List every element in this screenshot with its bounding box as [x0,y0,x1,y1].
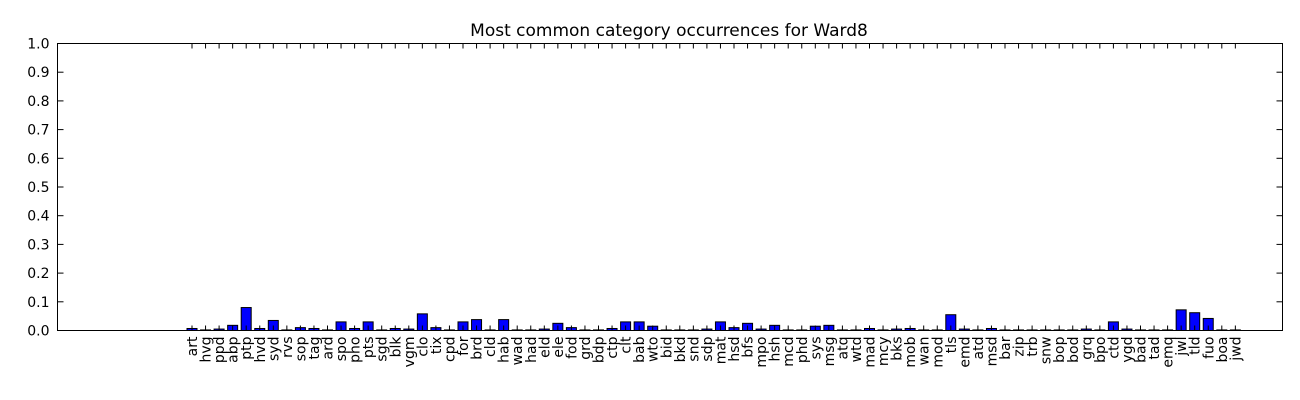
x-tick-label-zip: zip [1012,336,1028,356]
x-tick-label-bod: bod [1066,337,1082,363]
x-tick-label-ctp: ctp [605,336,621,358]
x-tick-label-rvs: rvs [280,337,296,358]
x-tick-label-brd: brd [470,337,486,360]
x-tick-label-cpd: cpd [442,337,458,362]
x-tick-label-boa: boa [1215,337,1231,363]
x-tick-label-grd: grd [578,337,594,360]
x-tick-label-fod: fod [564,337,580,359]
x-tick-label-jwl: jwl [1174,337,1190,357]
x-tick-label-syd: syd [266,337,282,361]
x-tick-label-had: had [524,337,540,363]
x-tick-label-pho: pho [348,337,364,363]
x-tick-label-for: for [456,336,472,355]
x-tick-label-mob: mob [903,336,919,367]
y-tick-label: 1.0 [27,37,49,53]
x-tick-label-eld: eld [537,337,553,358]
x-tick-label-hsh: hsh [768,337,784,362]
y-tick-label: 0.5 [27,180,49,196]
x-tick-label-emq: emq [1161,337,1177,368]
x-tick-label-tix: tix [429,337,445,355]
x-tick-label-tld: tld [1188,337,1204,355]
x-tick-label-hsd: hsd [727,337,743,362]
plot-frame [57,43,1283,331]
x-tick-label-bpo: bpo [1093,337,1109,363]
x-tick-label-emd: emd [957,337,973,368]
x-tick-label-atq: atq [835,337,851,360]
x-tick-label-tls: tls [944,337,960,354]
x-tick-label-bks: bks [890,337,906,361]
x-tick-label-clt: clt [619,336,635,354]
y-tick-label: 0.6 [27,151,49,167]
x-tick-label-spo: spo [334,337,350,362]
x-tick-label-tag: tag [307,337,323,360]
x-tick-label-bkd: bkd [673,337,689,363]
y-tick-label: 0.2 [27,266,49,282]
x-tick-label-mat: mat [713,336,729,364]
x-tick-label-mad: mad [863,337,879,368]
x-tick-label-hab: hab [497,336,513,362]
x-tick-label-fuo: fuo [1201,337,1217,359]
y-tick-label: 0.8 [27,94,49,110]
x-tick-label-art: art [185,336,201,356]
x-tick-label-mcd: mcd [781,337,797,367]
x-tick-label-wto: wto [646,337,662,363]
x-tick-label-hvd: hvd [253,337,269,363]
x-tick-label-bid: bid [659,337,675,359]
x-tick-label-clo: clo [415,337,431,357]
y-tick-label: 0.4 [27,209,49,225]
x-tick-label-ele: ele [551,337,567,358]
x-tick-label-wad: wad [510,337,526,366]
x-tick-label-grq: grq [1079,337,1095,360]
y-tick-label: 0.1 [27,295,49,311]
x-tick-label-bfs: bfs [741,337,757,358]
y-tick-label: 0.9 [27,65,49,81]
x-tick-label-sdp: sdp [700,336,716,361]
x-tick-label-ctd: ctd [1106,337,1122,359]
y-tick-labels: 0.0 0.1 0.2 0.3 0.4 0.5 0.6 0.7 0.8 0.9 1.0 [27,37,49,340]
bars-group [186,307,1241,332]
x-tick-label-ppd: ppd [212,337,228,364]
x-tick-label-mpo: mpo [754,337,770,368]
chart-title: Most common category occurrences for War… [470,21,868,41]
x-tick-labels: arthvgppdabpptphvdsydrvssoptagardspophop… [185,336,1244,368]
x-tick-label-tad: tad [1147,337,1163,360]
x-tick-label-bop: bop [1052,336,1068,362]
x-tick-label-trb: trb [1025,336,1041,356]
x-tick-label-wtd: wtd [849,337,865,363]
x-tick-label-sgd: sgd [375,337,391,362]
x-tick-label-atd: atd [971,337,987,360]
x-tick-label-sys: sys [808,337,824,360]
x-tick-label-blk: blk [388,336,404,358]
x-tick-label-phd: phd [795,337,811,364]
x-tick-label-wan: wan [917,337,933,366]
x-tick-label-mcy: mcy [876,337,892,367]
x-tick-label-sop: sop [293,336,309,361]
y-tick-label: 0.0 [27,324,49,340]
x-tick-label-hvg: hvg [199,337,215,363]
x-tick-label-mod: mod [930,337,946,368]
x-tick-label-cld: cld [483,337,499,357]
y-tick-label: 0.7 [27,123,49,139]
x-tick-label-bad: bad [1134,337,1150,363]
x-tick-label-bar: bar [998,336,1014,359]
x-tick-label-msg: msg [822,337,838,367]
x-tick-label-snw: snw [1039,337,1055,365]
ticks-group [57,43,1283,331]
x-tick-label-jwd: jwd [1228,337,1244,362]
x-tick-label-ygd: ygd [1120,337,1136,363]
x-tick-label-bab: bab [632,336,648,362]
x-tick-label-msd: msd [984,337,1000,367]
x-tick-label-vgm: vgm [402,337,418,368]
y-tick-label: 0.3 [27,237,49,253]
x-tick-label-bdp: bdp [592,336,608,363]
x-tick-label-abp: abp [226,336,242,362]
x-tick-label-ptp: ptp [239,336,255,359]
x-tick-label-ard: ard [321,337,337,360]
x-tick-label-pts: pts [361,337,377,359]
x-tick-label-snd: snd [686,337,702,362]
